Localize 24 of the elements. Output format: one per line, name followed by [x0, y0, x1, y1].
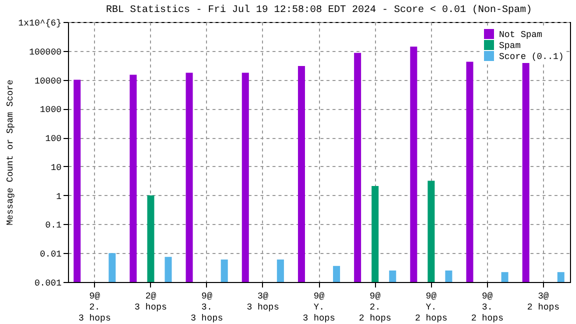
- y-tick-label: 0.1: [45, 220, 62, 231]
- x-tick-label: 9@ 2. 2 hops: [358, 292, 392, 324]
- x-tick-label: 3@ 3 hops: [246, 292, 280, 312]
- x-tick-label: 9@ Y. 2 hops: [414, 292, 448, 324]
- y-tick-label: 1: [56, 192, 62, 202]
- legend-label: Spam: [499, 41, 521, 51]
- chart-title: RBL Statistics - Fri Jul 19 12:58:08 EDT 2024 - Score < 0.01 (Non-Spam): [106, 4, 532, 16]
- y-tick-label: 0.001: [34, 278, 62, 288]
- legend-label: Not Spam: [499, 30, 542, 40]
- legend-label: Score (0..1): [499, 52, 564, 62]
- y-tick-label: 10: [50, 162, 62, 173]
- x-tick-label: 2@ 3 hops: [134, 292, 167, 312]
- x-tick-label: 3@ 2 hops: [527, 292, 560, 312]
- y-tick-label: 100000: [29, 47, 62, 58]
- y-tick-label: 1x10^{6}: [18, 18, 62, 28]
- y-tick-label: 1000: [40, 105, 62, 116]
- x-tick-label: 9@ 3. 3 hops: [190, 292, 224, 324]
- x-tick-label: 9@ Y. 3 hops: [302, 292, 336, 324]
- y-tick-label: 0.01: [40, 250, 62, 260]
- x-tick-label: 9@ 3. 2 hops: [471, 292, 504, 324]
- y-tick-label: 100: [45, 134, 62, 144]
- y-axis-title: Message Count or Spam Score: [5, 80, 16, 226]
- x-tick-label: 9@ 2. 3 hops: [78, 292, 111, 324]
- y-tick-label: 10000: [34, 76, 62, 86]
